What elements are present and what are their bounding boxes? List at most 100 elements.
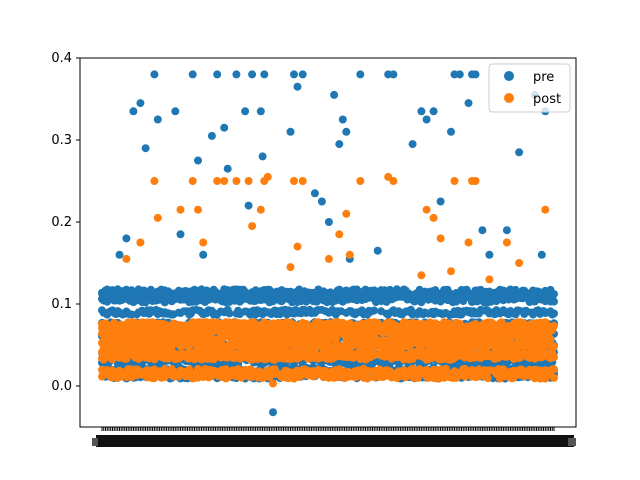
point-pre xyxy=(223,164,232,173)
point-pre xyxy=(248,70,257,79)
point-pre xyxy=(122,234,131,243)
point-pre xyxy=(115,250,124,259)
point-pre xyxy=(338,115,347,124)
axes-frame xyxy=(79,57,577,428)
point-post xyxy=(422,205,431,214)
point-post xyxy=(290,177,298,185)
point-pre xyxy=(220,123,229,132)
point-pre xyxy=(429,107,438,116)
y-tick-label: 0.3 xyxy=(51,133,72,148)
point-post xyxy=(541,205,550,214)
point-post xyxy=(502,238,511,247)
point-pre xyxy=(129,107,138,116)
point-pre xyxy=(478,226,487,235)
point-post xyxy=(550,321,558,330)
series-post xyxy=(98,172,558,388)
legend-label-post: post xyxy=(533,92,561,107)
point-pre xyxy=(550,297,558,306)
point-post xyxy=(389,177,398,185)
point-pre xyxy=(389,70,398,79)
point-pre xyxy=(225,309,234,318)
point-post xyxy=(213,177,222,185)
point-post xyxy=(550,365,558,374)
point-pre xyxy=(153,115,162,124)
point-post xyxy=(335,230,344,239)
point-post xyxy=(263,172,272,181)
point-pre xyxy=(447,127,455,136)
x-ticks xyxy=(92,427,576,447)
point-post xyxy=(550,373,558,382)
point-post xyxy=(485,275,494,284)
point-post xyxy=(122,254,131,263)
point-post xyxy=(483,374,492,383)
x-tick-label-edge xyxy=(92,438,98,446)
point-pre xyxy=(286,127,295,136)
point-pre xyxy=(373,246,382,255)
point-pre xyxy=(317,197,326,206)
x-tick-labels-overlap xyxy=(96,435,574,447)
point-pre xyxy=(232,70,241,79)
point-post xyxy=(153,213,162,222)
point-post xyxy=(464,238,473,247)
point-post xyxy=(447,267,455,276)
point-post xyxy=(546,335,555,344)
point-pre xyxy=(417,107,426,116)
point-pre xyxy=(471,70,480,79)
point-pre xyxy=(298,70,307,79)
y-tick-label: 0.2 xyxy=(51,215,72,230)
point-post xyxy=(356,177,365,185)
point-pre xyxy=(290,70,298,79)
x-tick-label-edge xyxy=(568,438,576,446)
legend-label-pre: pre xyxy=(533,70,554,85)
point-post xyxy=(345,250,354,259)
point-post xyxy=(293,242,302,251)
plot-area xyxy=(98,70,558,417)
point-pre xyxy=(537,250,546,259)
point-pre xyxy=(335,140,344,149)
point-pre xyxy=(141,144,150,153)
legend-marker-post xyxy=(504,93,514,103)
point-pre xyxy=(455,70,464,79)
point-pre xyxy=(502,226,511,235)
point-post xyxy=(269,379,277,388)
point-pre xyxy=(485,250,494,259)
point-post xyxy=(550,342,558,351)
point-post xyxy=(363,374,372,383)
point-pre xyxy=(408,140,417,149)
point-post xyxy=(450,177,459,185)
point-pre xyxy=(176,230,185,239)
point-post xyxy=(429,213,438,222)
point-post xyxy=(188,177,197,185)
point-post xyxy=(471,177,480,185)
point-pre xyxy=(293,82,302,91)
point-post xyxy=(176,205,185,214)
point-post xyxy=(256,205,265,214)
point-pre xyxy=(342,127,351,136)
point-post xyxy=(342,209,351,218)
point-pre xyxy=(260,70,269,79)
point-pre xyxy=(550,290,558,299)
point-post xyxy=(417,271,426,280)
point-pre xyxy=(213,70,222,79)
point-pre xyxy=(150,70,159,79)
point-post xyxy=(220,177,229,185)
y-tick-label: 0.1 xyxy=(51,297,72,312)
point-post xyxy=(150,177,159,185)
point-post xyxy=(324,254,333,263)
point-pre xyxy=(436,197,445,206)
point-post xyxy=(286,263,295,272)
point-pre xyxy=(550,309,558,318)
y-tick-label: 0.4 xyxy=(51,51,72,66)
point-pre xyxy=(199,250,208,259)
legend: pre post xyxy=(488,63,571,113)
point-pre xyxy=(194,156,202,165)
point-pre xyxy=(244,201,253,210)
point-post xyxy=(248,222,257,231)
point-post xyxy=(244,177,253,185)
point-pre xyxy=(171,107,180,116)
point-pre xyxy=(422,115,431,124)
point-pre xyxy=(256,107,265,116)
legend-marker-pre xyxy=(504,71,514,81)
point-pre xyxy=(515,148,524,157)
point-post xyxy=(194,205,202,214)
